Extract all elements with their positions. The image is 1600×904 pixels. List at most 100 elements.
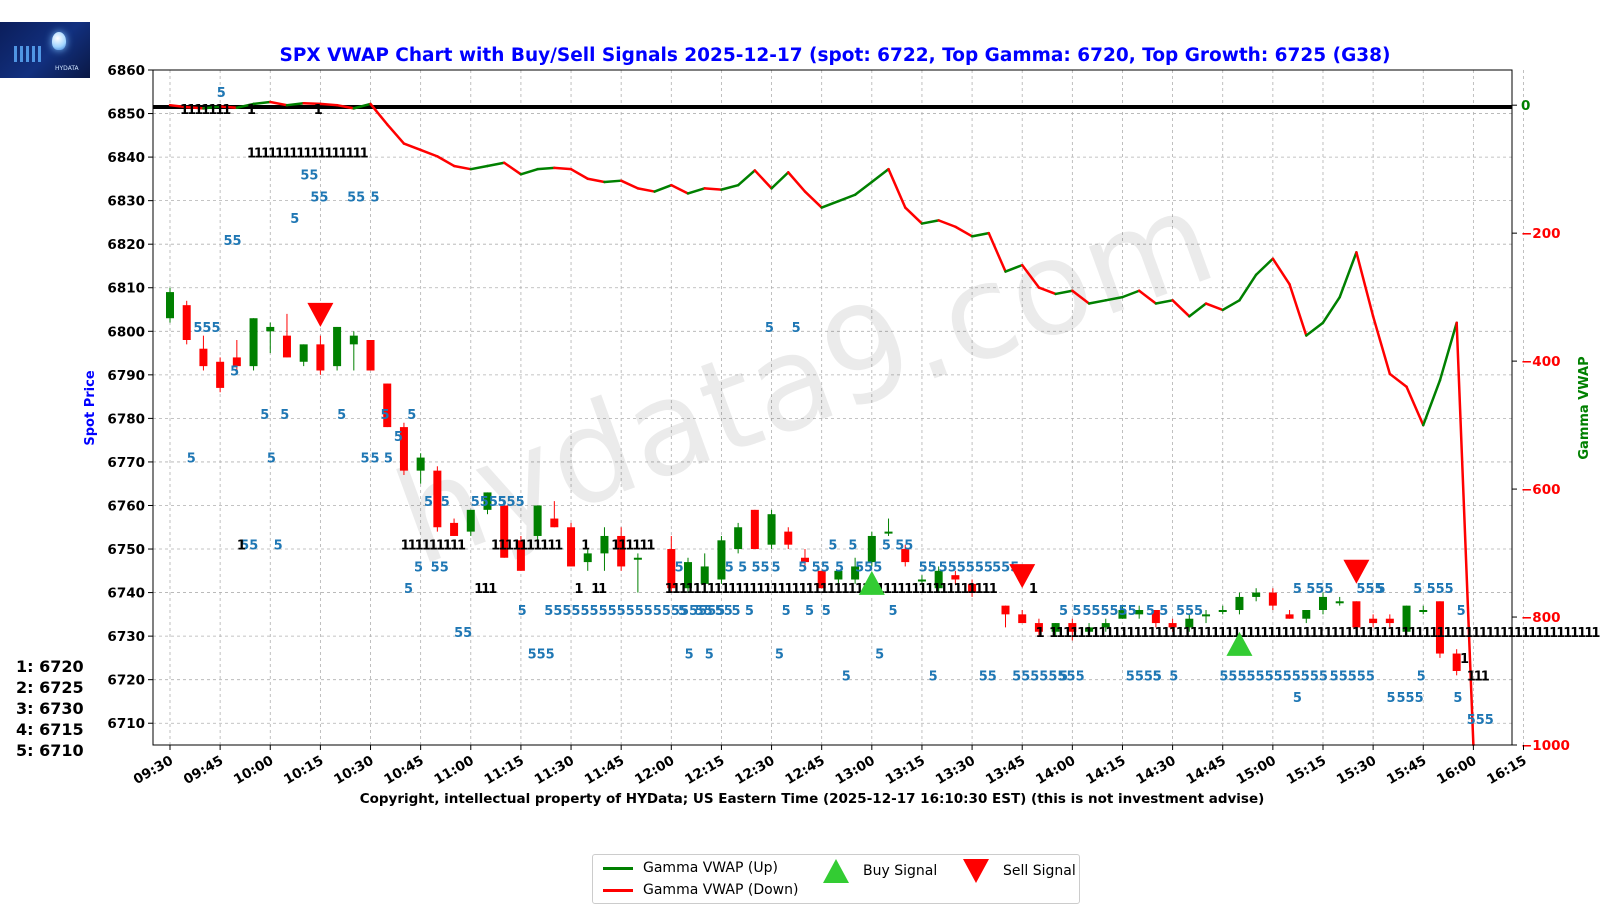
legend-item-up: Gamma VWAP (Up) [603, 858, 778, 878]
growth-level-marker: 5 [1072, 604, 1081, 619]
gamma-vwap-segment [787, 171, 807, 193]
candle-body [734, 527, 743, 550]
growth-level-marker: 5 [274, 539, 283, 554]
y-tick-label: 6810 [107, 281, 145, 297]
growth-level-marker: 55555 [1330, 669, 1375, 684]
growth-level-marker: 555 [1397, 691, 1424, 706]
growth-level-marker: 5 [1417, 669, 1426, 684]
candle-body [1018, 614, 1027, 624]
gamma-vwap-segment [1371, 315, 1392, 376]
growth-level-marker: 5 [290, 212, 299, 227]
candle-body [1318, 596, 1327, 610]
candle-body [934, 570, 943, 589]
x-tick-label: 10:30 [331, 753, 376, 788]
buy-signal-marker [1226, 631, 1253, 656]
gamma-vwap-segment [302, 102, 322, 106]
gamma-vwap-segment [1422, 379, 1442, 427]
gamma-level-marker: 1 [1029, 582, 1038, 597]
candle-body [1452, 653, 1461, 671]
candle-body [216, 361, 225, 388]
candle-body [1202, 614, 1211, 617]
candle-body [1352, 601, 1361, 628]
gamma-vwap-segment [269, 100, 289, 107]
green-line-swatch [603, 866, 633, 870]
x-tick-label: 09:30 [131, 753, 176, 788]
gamma-vwap-segment [703, 187, 723, 191]
growth-level-marker: 5 [1059, 604, 1068, 619]
gamma-vwap-segment [402, 142, 422, 152]
growth-level-marker: 55 [715, 604, 733, 619]
growth-level-marker: 5 [518, 604, 527, 619]
legend-label-up: Gamma VWAP (Up) [643, 860, 778, 876]
gamma-level-marker: 111 [1467, 669, 1490, 684]
growth-level-marker: 5 [782, 604, 791, 619]
legend-item-buy: Buy Signal [823, 858, 937, 884]
gamma-vwap-segment [720, 183, 740, 191]
gamma-level-marker: 11 [591, 582, 607, 597]
gamma-vwap-segment [536, 166, 556, 171]
gamma-vwap-segment [1071, 289, 1091, 305]
y-tick-label: 6790 [107, 368, 145, 384]
growth-level-marker: 555 [193, 321, 220, 336]
x-tick-label: 14:00 [1033, 753, 1078, 788]
legend-label-buy: Buy Signal [863, 863, 938, 879]
candle-body [199, 348, 208, 367]
gamma-vwap-segment [619, 179, 640, 190]
growth-level-marker: 5 [280, 408, 289, 423]
candle-body [466, 509, 475, 532]
level-item: 5: 6710 [16, 741, 84, 760]
gamma-level-marker: 111 [474, 582, 497, 597]
candle-body [483, 492, 492, 510]
x-tick-label: 11:15 [482, 753, 527, 788]
candle-body [516, 540, 525, 571]
candle-body [533, 505, 542, 536]
gamma-vwap-segment [252, 100, 272, 106]
gamma-vwap-segment [937, 219, 957, 229]
growth-level-marker: 5 [828, 539, 837, 554]
growth-level-marker: 5 [792, 321, 801, 336]
gamma-vwap-segment [553, 166, 573, 171]
y2-tick-label: −1000 [1521, 738, 1570, 754]
candle-body [500, 505, 509, 558]
candle-body [851, 566, 860, 580]
growth-level-marker: 5 [835, 560, 844, 575]
x-tick-label: 14:30 [1133, 753, 1178, 788]
gamma-vwap-segment [887, 167, 907, 209]
y-tick-label: 6840 [107, 150, 145, 166]
growth-level-marker: 5 [187, 452, 196, 467]
growth-level-marker: 5 [1153, 669, 1162, 684]
y-tick-label: 6830 [107, 194, 145, 210]
growth-level-marker: 5 [882, 539, 891, 554]
growth-level-marker: 5555555 [1012, 669, 1075, 684]
gamma-level-marker: 1 [247, 103, 256, 118]
gamma-vwap-segment [502, 161, 523, 176]
gamma-vwap-segment [1154, 299, 1174, 305]
candle-body [550, 518, 559, 528]
growth-level-marker: 55 [695, 604, 713, 619]
gamma-vwap-segment [185, 105, 205, 110]
growth-level-marker: 5 [1159, 604, 1168, 619]
candle-body [383, 383, 392, 428]
x-tick-label: 11:30 [532, 753, 577, 788]
gamma-vwap-segment [987, 231, 1007, 273]
y-tick-label: 6740 [107, 586, 145, 602]
x-tick-label: 10:00 [231, 753, 276, 788]
y-tick-label: 6710 [107, 716, 145, 732]
logo-caption: HYDATA [55, 65, 79, 72]
x-tick-label: 15:00 [1234, 753, 1279, 788]
gamma-vwap-segment [820, 199, 840, 209]
buy-signal-marker [858, 570, 885, 595]
gamma-vwap-segment [1104, 295, 1124, 302]
gamma-vwap-segment [670, 183, 690, 195]
gamma-levels-list: 1: 6720 2: 6725 3: 6730 4: 6715 5: 6710 [16, 656, 84, 761]
candle-body [1151, 610, 1160, 624]
growth-level-marker: 5 [371, 190, 380, 205]
growth-level-marker: 5 [1457, 604, 1466, 619]
gamma-vwap-segment [369, 102, 389, 126]
candle-body [1135, 610, 1144, 615]
gamma-vwap-segment [385, 123, 406, 145]
x-tick-label: 12:45 [782, 753, 827, 788]
growth-level-marker: 5 [772, 560, 781, 575]
x-tick-label: 16:00 [1434, 753, 1479, 788]
sell-signal-marker [1343, 559, 1370, 584]
